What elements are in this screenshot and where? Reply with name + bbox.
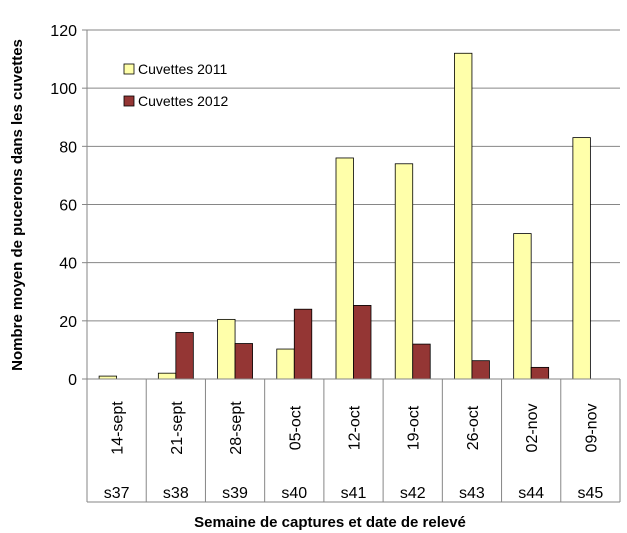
legend: Cuvettes 2011 Cuvettes 2012: [123, 61, 228, 109]
x-week-label: s44: [518, 485, 544, 502]
legend-swatch-2011: [123, 63, 135, 75]
x-week-label: s40: [281, 485, 307, 502]
legend-swatch-2012: [123, 95, 135, 107]
x-week-label: s38: [163, 485, 189, 502]
axes: [82, 29, 621, 503]
x-week-label: s39: [222, 485, 248, 502]
y-tick-label: 20: [59, 314, 77, 331]
bar-2012: [353, 305, 372, 380]
bar-2011: [157, 372, 177, 380]
bar-2011: [572, 137, 591, 380]
bar-2012: [234, 343, 253, 380]
x-date-label: 26-oct: [465, 405, 482, 450]
x-date-label: 21-sept: [169, 401, 186, 455]
y-tick-label: 80: [59, 139, 77, 156]
x-date-label: 02-nov: [524, 404, 541, 453]
bar-2011: [394, 163, 414, 380]
bar-2012: [530, 366, 550, 380]
bar-2012: [412, 343, 431, 380]
x-date-label: 14-sept: [110, 401, 127, 455]
x-date-label: 09-nov: [583, 404, 600, 453]
y-tick-label: 60: [59, 198, 77, 215]
bar-2012: [471, 360, 490, 380]
x-week-label: s42: [400, 485, 426, 502]
bar-2011: [335, 157, 354, 380]
bar-2012: [175, 332, 194, 380]
x-date-label: 12-oct: [347, 405, 364, 450]
y-axis-title: Nombre moyen de pucerons dans les cuvett…: [9, 39, 26, 371]
x-date-label: 28-sept: [228, 401, 245, 455]
legend-label-2012: Cuvettes 2012: [138, 93, 228, 109]
x-date-label: 05-oct: [287, 405, 304, 450]
y-tick-label: 0: [68, 372, 77, 389]
bars: [98, 52, 591, 380]
x-week-label: s37: [104, 485, 130, 502]
bar-2011: [513, 233, 532, 380]
x-week-label: s43: [459, 485, 485, 502]
x-week-label: s41: [341, 485, 367, 502]
y-tick-labels: 0 20 40 60 80 100 120: [50, 23, 77, 389]
bar-2011: [276, 348, 295, 380]
legend-label-2011: Cuvettes 2011: [138, 61, 227, 77]
bar-2012: [293, 308, 313, 380]
x-date-label: 19-oct: [406, 405, 423, 450]
y-tick-label: 100: [50, 81, 77, 98]
x-week-label: s45: [577, 485, 603, 502]
bar-2011: [454, 52, 473, 380]
x-category-labels: 14-sept 21-sept 28-sept 05-oct 12-oct 19-oct 2…: [104, 401, 604, 502]
y-tick-label: 120: [50, 23, 77, 40]
y-tick-label: 40: [59, 256, 77, 273]
bar-2011: [217, 318, 236, 380]
x-axis-title: Semaine de captures et date de relevé: [194, 514, 466, 531]
